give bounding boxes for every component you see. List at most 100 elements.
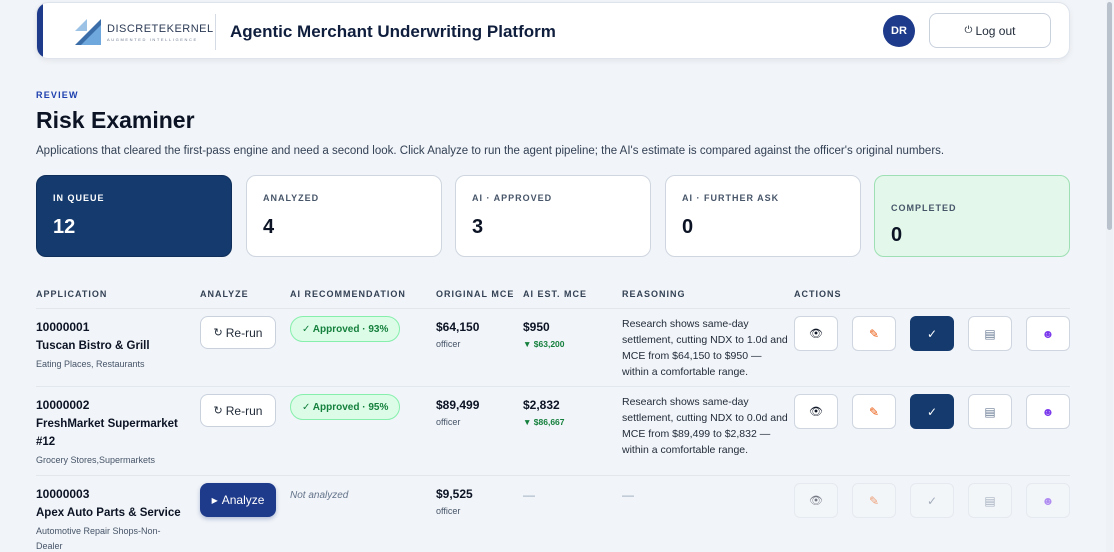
rerun-button[interactable]: ↻ Re-run [200,394,276,427]
reasoning-text: Research shows same-day settlement, cutt… [622,318,788,378]
original-mce: $64,150 [436,320,480,334]
rerun-button[interactable]: ↻ Re-run [200,316,276,349]
approve-button[interactable]: ✓ [910,394,954,429]
page-title: Risk Examiner [36,107,195,133]
pencil-icon: ✎ [868,404,880,419]
reasoning-text: Research shows same-day settlement, cutt… [622,396,788,456]
assign-button[interactable]: ☻ [1026,394,1070,429]
logout-label: Log out [975,23,1016,38]
application-category: Automotive Repair Shops-Non-Dealer [36,526,161,551]
user-icon: ☻ [1041,493,1055,508]
scrollbar-thumb[interactable] [1107,2,1112,230]
app-header: DISCRETEKERNEL AUGMENTED INTELLIGENCE Ag… [36,2,1070,59]
stat-value: 3 [472,216,484,238]
table-row[interactable]: 10000002 FreshMarket Supermarket #12 Gro… [0,387,1114,475]
play-icon: ▶ [211,495,218,505]
ai-est-mce: $2,832 [523,398,560,412]
company-logo[interactable]: DISCRETEKERNEL AUGMENTED INTELLIGENCE [73,15,223,49]
edit-button[interactable]: ✎ [852,483,896,518]
stat-card-completed[interactable]: COMPLETED 0 [874,175,1070,257]
stat-card-analyzed[interactable]: ANALYZED 4 [246,175,442,257]
analyze-button[interactable]: ▶ Analyze [200,483,276,517]
ai-mce-delta: ▼ $63,200 [523,339,565,349]
documents-icon: ▤ [984,404,996,419]
stat-label: AI · APPROVED [472,193,553,203]
column-header-ai-est-mce: AI EST. MCE [523,289,588,299]
row-divider [36,386,1070,387]
original-mce: $89,499 [436,398,480,412]
logo-text: DISCRETEKERNEL AUGMENTED INTELLIGENCE [107,23,214,42]
stat-card-in-queue[interactable]: IN QUEUE 12 [36,175,232,257]
documents-button[interactable]: ▤ [968,394,1012,429]
column-header-actions: ACTIONS [794,289,842,299]
original-mce-source: officer [436,506,461,516]
eye-icon: 👁 [809,406,823,418]
header-accent [37,3,43,58]
stat-card-ai-further-ask[interactable]: AI · FURTHER ASK 0 [665,175,861,257]
assign-button[interactable]: ☻ [1026,316,1070,351]
stat-value: 4 [263,216,275,238]
application-name: FreshMarket Supermarket #12 [36,418,178,448]
application-name: Apex Auto Parts & Service [36,507,181,519]
application-name: Tuscan Bistro & Grill [36,340,150,352]
column-header-ai-recommendation: AI RECOMMENDATION [290,289,406,299]
approve-button[interactable]: ✓ [910,316,954,351]
header-divider [215,14,216,50]
column-header-application: APPLICATION [36,289,108,299]
documents-icon: ▤ [984,326,996,341]
eye-icon: 👁 [809,495,823,507]
pencil-icon: ✎ [868,326,880,341]
assign-button[interactable]: ☻ [1026,483,1070,518]
documents-button[interactable]: ▤ [968,483,1012,518]
documents-button[interactable]: ▤ [968,316,1012,351]
section-eyebrow: REVIEW [36,90,79,100]
stat-label: AI · FURTHER ASK [682,193,780,203]
page-description: Applications that cleared the first-pass… [36,145,945,157]
column-header-reasoning: REASONING [622,289,686,299]
page-scrollbar[interactable] [1106,0,1113,552]
application-id: 10000003 [36,487,90,501]
refresh-icon: ↻ [213,327,223,339]
documents-icon: ▤ [984,493,996,508]
application-category: Grocery Stores,Supermarkets [36,455,156,465]
ai-est-mce: $950 [523,320,550,334]
ai-est-mce: — [523,488,535,502]
application-category: Eating Places, Restaurants [36,359,145,369]
recommendation-status: Not analyzed [290,490,349,501]
stat-label: ANALYZED [263,193,320,203]
ai-mce-delta: ▼ $86,667 [523,417,565,427]
table-divider [36,308,1070,309]
column-header-original-mce: ORIGINAL MCE [436,289,515,299]
stat-value: 0 [891,224,903,246]
app-title: Agentic Merchant Underwriting Platform [230,22,556,41]
stat-label: IN QUEUE [53,193,105,203]
logo-name: DISCRETEKERNEL [107,22,214,35]
stat-value: 12 [53,216,76,238]
approve-button[interactable]: ✓ [910,483,954,518]
table-row[interactable]: 10000001 Tuscan Bistro & Grill Eating Pl… [0,309,1114,386]
logout-button[interactable]: ⏻ Log out [929,13,1051,48]
view-button[interactable]: 👁 [794,316,838,351]
stat-card-ai-approved[interactable]: AI · APPROVED 3 [455,175,651,257]
recommendation-badge: ✓ Approved · 95% [290,394,401,420]
application-id: 10000001 [36,320,90,334]
view-button[interactable]: 👁 [794,394,838,429]
view-button[interactable]: 👁 [794,483,838,518]
recommendation-badge: ✓ Approved · 93% [290,316,401,342]
edit-button[interactable]: ✎ [852,394,896,429]
original-mce-source: officer [436,417,461,427]
table-row[interactable]: 10000003 Apex Auto Parts & Service Autom… [0,476,1114,552]
refresh-icon: ↻ [213,405,223,417]
eye-icon: 👁 [809,328,823,340]
check-icon: ✓ [926,493,938,508]
original-mce: $9,525 [436,487,473,501]
edit-button[interactable]: ✎ [852,316,896,351]
user-icon: ☻ [1041,326,1055,341]
original-mce-source: officer [436,339,461,349]
stat-value: 0 [682,216,694,238]
logo-mark-icon [75,19,101,45]
application-id: 10000002 [36,398,90,412]
rerun-label: Re-run [225,325,263,340]
user-avatar[interactable]: DR [883,15,915,47]
row-divider [36,475,1070,476]
